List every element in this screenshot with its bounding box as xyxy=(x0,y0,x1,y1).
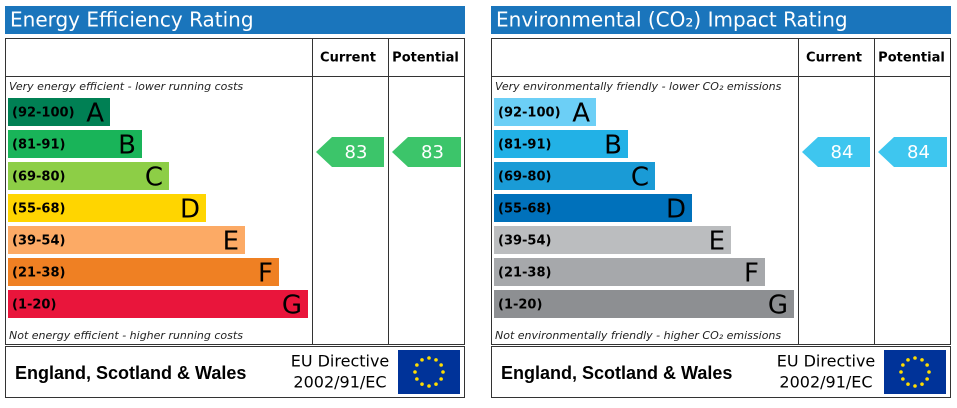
band-letter: B xyxy=(604,131,622,161)
flag-star xyxy=(906,382,910,386)
flag-star xyxy=(906,358,910,362)
band-letter: D xyxy=(666,195,686,225)
flag-star xyxy=(420,382,424,386)
flag-star xyxy=(441,370,445,374)
band-letter: F xyxy=(258,259,273,289)
title-bar xyxy=(491,6,951,34)
band xyxy=(494,290,794,318)
chart-title: Energy Efficiency Rating xyxy=(10,8,254,32)
flag-star xyxy=(415,363,419,367)
band-range: (92-100) xyxy=(12,106,75,121)
band-range: (69-80) xyxy=(498,170,551,185)
band-letter: C xyxy=(145,163,163,193)
directive: EU Directive xyxy=(777,352,876,371)
band xyxy=(8,258,279,286)
bottom-note: Not environmentally friendly - higher CO… xyxy=(495,329,781,342)
flag-star xyxy=(434,382,438,386)
flag-star xyxy=(901,377,905,381)
band-range: (1-20) xyxy=(498,298,542,313)
band xyxy=(494,258,765,286)
band xyxy=(494,194,692,222)
band-range: (69-80) xyxy=(12,170,65,185)
band xyxy=(8,290,308,318)
flag-star xyxy=(913,356,917,360)
flag-star xyxy=(913,384,917,388)
flag-star xyxy=(901,363,905,367)
region: England, Scotland & Wales xyxy=(501,363,732,383)
band-letter: E xyxy=(709,227,725,257)
rating-value: 84 xyxy=(831,142,854,163)
directive: 2002/91/EC xyxy=(293,373,386,392)
title-bar xyxy=(5,6,465,34)
footer-box xyxy=(491,346,951,398)
band-letter: F xyxy=(744,259,759,289)
chart-title: Environmental (CO₂) Impact Rating xyxy=(496,8,848,32)
band xyxy=(8,226,245,254)
directive: EU Directive xyxy=(291,352,390,371)
band xyxy=(494,130,628,158)
flag-star xyxy=(434,358,438,362)
band-letter: G xyxy=(282,291,302,321)
band-range: (92-100) xyxy=(498,106,561,121)
flag-star xyxy=(927,370,931,374)
band xyxy=(8,98,110,126)
band-range: (81-91) xyxy=(12,138,65,153)
band-letter: B xyxy=(118,131,136,161)
flag-star xyxy=(925,377,929,381)
band-letter: C xyxy=(631,163,649,193)
band xyxy=(494,226,731,254)
band-range: (39-54) xyxy=(12,234,65,249)
flag-star xyxy=(925,363,929,367)
flag-star xyxy=(427,356,431,360)
rating-value: 83 xyxy=(421,142,444,163)
bottom-note: Not energy efficient - higher running co… xyxy=(9,329,243,342)
rating-arrow xyxy=(878,137,947,167)
band-range: (39-54) xyxy=(498,234,551,249)
band-letter: A xyxy=(86,99,104,129)
flag-star xyxy=(427,384,431,388)
band xyxy=(8,194,206,222)
top-note: Very energy efficient - lower running co… xyxy=(9,80,243,93)
band-range: (81-91) xyxy=(498,138,551,153)
band-range: (55-68) xyxy=(12,202,65,217)
flag-star xyxy=(439,377,443,381)
rating-arrow xyxy=(316,137,384,167)
column-header: Potential xyxy=(392,51,459,66)
flag-star xyxy=(420,358,424,362)
directive: 2002/91/EC xyxy=(779,373,872,392)
band xyxy=(8,162,169,190)
flag-star xyxy=(920,382,924,386)
band-letter: D xyxy=(180,195,200,225)
column-header: Current xyxy=(320,51,376,66)
band-range: (21-38) xyxy=(12,266,65,281)
band xyxy=(494,98,596,126)
top-note: Very environmentally friendly - lower CO… xyxy=(495,80,782,93)
band-range: (1-20) xyxy=(12,298,56,313)
rating-arrow xyxy=(802,137,870,167)
flag-star xyxy=(920,358,924,362)
flag-star xyxy=(439,363,443,367)
flag-star xyxy=(415,377,419,381)
region: England, Scotland & Wales xyxy=(15,363,246,383)
band-range: (21-38) xyxy=(498,266,551,281)
rating-arrow xyxy=(392,137,461,167)
rating-value: 83 xyxy=(345,142,368,163)
band-letter: G xyxy=(768,291,788,321)
band-range: (55-68) xyxy=(498,202,551,217)
band xyxy=(8,130,142,158)
column-header: Current xyxy=(806,51,862,66)
flag-star xyxy=(899,370,903,374)
footer-box xyxy=(5,346,465,398)
column-header: Potential xyxy=(878,51,945,66)
band xyxy=(494,162,655,190)
band-letter: E xyxy=(223,227,239,257)
flag-star xyxy=(413,370,417,374)
rating-value: 84 xyxy=(907,142,930,163)
band-letter: A xyxy=(572,99,590,129)
